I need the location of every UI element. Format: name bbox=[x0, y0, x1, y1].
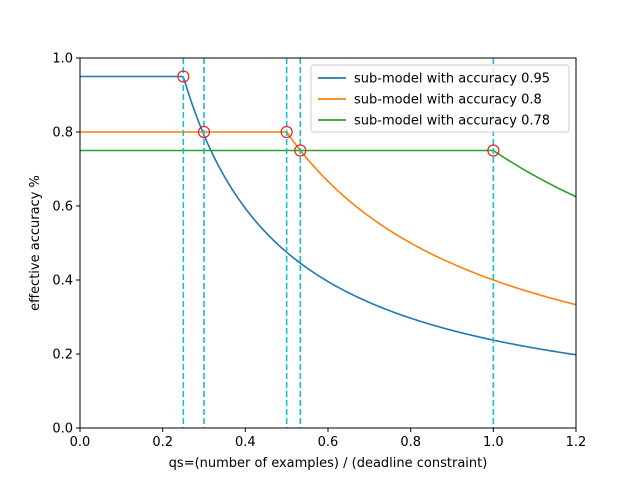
legend-label-1: sub-model with accuracy 0.95 bbox=[354, 72, 550, 87]
vertical-lines bbox=[182, 58, 495, 428]
marker-2 bbox=[197, 125, 211, 139]
legend-box bbox=[310, 64, 570, 133]
y-axis-label: effective accuracy % bbox=[28, 175, 43, 311]
y-tick-label: 0.4 bbox=[52, 274, 73, 289]
y-tick-label: 0.0 bbox=[52, 422, 73, 437]
x-tick-label: 0.2 bbox=[152, 435, 173, 450]
y-tick-label: 1.0 bbox=[52, 52, 73, 67]
marker-4 bbox=[294, 144, 307, 157]
x-tick-label: 0.0 bbox=[70, 435, 91, 450]
marker-1 bbox=[177, 70, 190, 83]
y-tick-label: 0.6 bbox=[52, 200, 73, 215]
x-axis-label: qs=(number of examples) / (deadline cons… bbox=[169, 456, 488, 471]
x-tick-label: 0.4 bbox=[235, 435, 256, 450]
y-tick-label: 0.8 bbox=[52, 126, 73, 141]
x-tick-label: 0.8 bbox=[400, 435, 421, 450]
legend: sub-model with accuracy 0.95 sub-model wi… bbox=[310, 64, 570, 133]
marker-3 bbox=[280, 125, 293, 139]
x-tick-label: 1.0 bbox=[483, 435, 504, 450]
y-tick-label: 0.2 bbox=[52, 348, 73, 363]
marker-5 bbox=[487, 144, 500, 157]
legend-label-2: sub-model with accuracy 0.8 bbox=[354, 93, 542, 108]
markers bbox=[177, 70, 500, 157]
x-tick-label: 0.6 bbox=[318, 435, 339, 450]
x-axis: 0.0 0.2 0.4 0.6 0.8 1.0 1.2 bbox=[70, 428, 587, 450]
legend-label-3: sub-model with accuracy 0.78 bbox=[354, 114, 550, 129]
y-axis: 0.0 0.2 0.4 0.6 0.8 1.0 bbox=[52, 52, 80, 437]
x-tick-label: 1.2 bbox=[566, 435, 587, 450]
